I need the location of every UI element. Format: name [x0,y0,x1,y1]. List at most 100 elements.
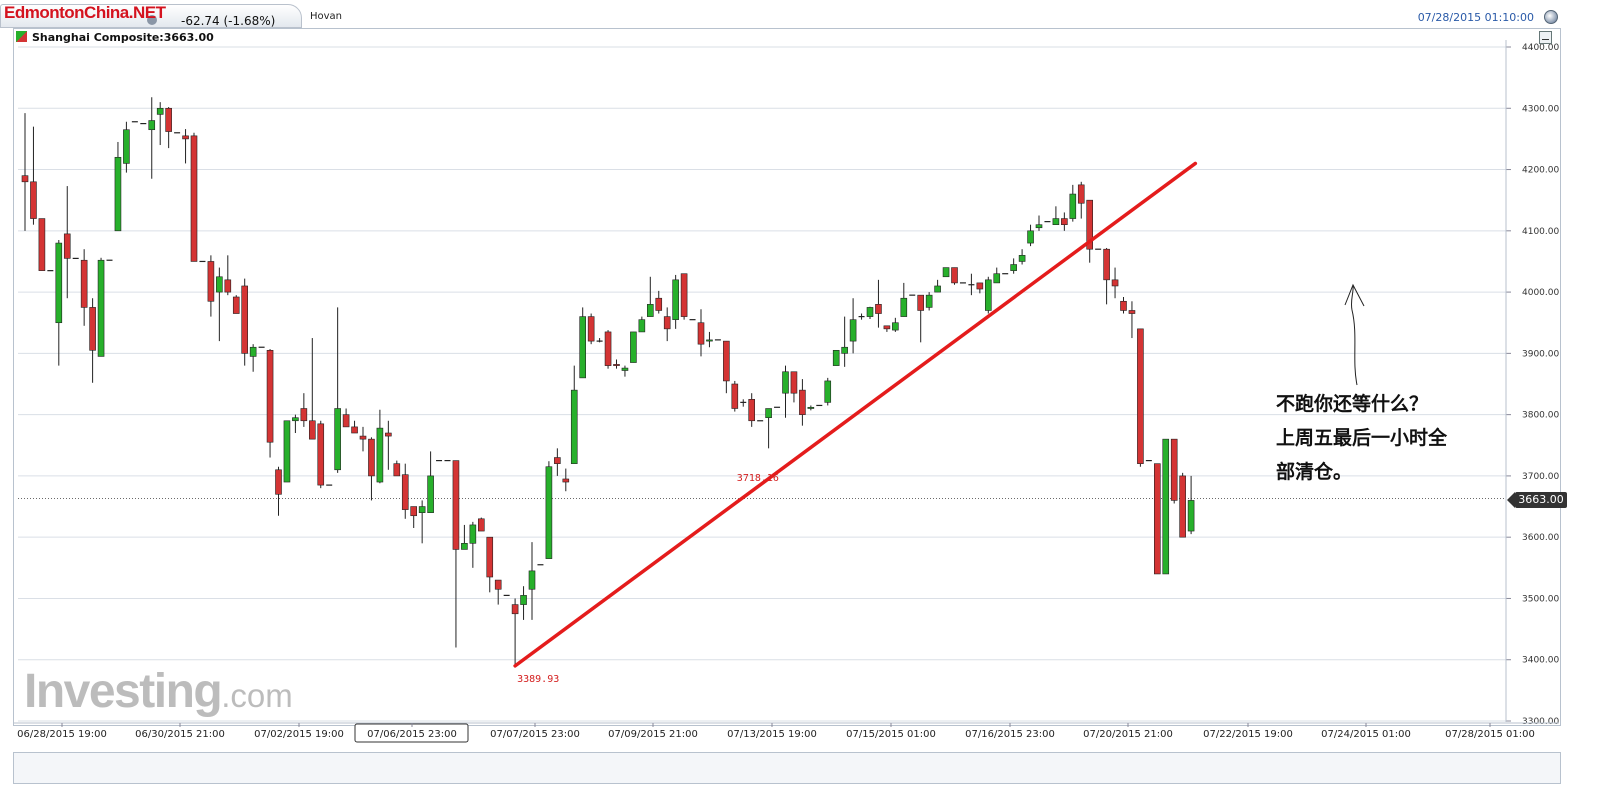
y-tick-label: 4000.00 [1522,288,1559,298]
logo-suffix: .com [221,677,293,714]
y-tick-label: 3900.00 [1522,349,1559,359]
candle-body [824,380,832,403]
candle-body [418,506,426,513]
candle-body [528,570,536,590]
candle-body [672,279,679,320]
candle-body [334,408,341,471]
candle-body [934,285,941,293]
candle-body [55,242,63,324]
server-datetime: 07/28/2015 01:10:00 [1417,11,1534,24]
minimize-icon[interactable] [1539,31,1552,44]
candle-body [308,420,316,440]
candle-body [782,371,789,394]
candle-body [942,267,950,278]
top-bar: -62.74 (-1.68%) EdmontonChina.NET Hovan … [0,0,1600,30]
x-tick-label: 07/24/2015 01:00 [1321,729,1411,740]
candle-body [1069,193,1077,219]
candle-body [401,474,409,510]
candle-body [182,135,189,140]
candle-body [80,259,88,308]
current-price-badge: 3663.00 [1507,492,1567,508]
price-annotation: 3389.93 [517,674,559,685]
y-tick-label: 3500.00 [1522,594,1559,604]
candle-body [1179,475,1186,538]
candle-body [1052,218,1060,225]
candle-body [89,307,96,351]
x-tick-label: 07/06/2015 23:00 [367,729,457,740]
candle-body [1111,279,1119,287]
chart-legend: Shanghai Composite:3663.00 [16,31,214,44]
instrument-tab[interactable]: -62.74 (-1.68%) [0,4,302,28]
candle-body [1061,218,1068,225]
x-tick-label: 07/13/2015 19:00 [727,729,817,740]
candle-body [21,175,29,183]
candle-body [731,383,739,409]
note-line: 不跑你还等什么？ [1276,393,1429,415]
candle-body [427,475,434,513]
candle-body [351,426,358,434]
candle-body [1120,300,1127,311]
candle-body [765,408,772,419]
arrow-head [1344,283,1365,307]
candlestick-icon [16,31,27,42]
candle-body [706,339,713,342]
candle-body [646,304,654,317]
connection-status-icon[interactable] [1544,10,1558,24]
candle-body [292,417,299,422]
y-tick-label: 3700.00 [1522,472,1559,482]
price-annotation: 3718.16 [737,473,779,484]
candle-body [866,307,874,317]
candle-body [224,279,232,293]
candle-body [1086,199,1093,250]
y-tick-label: 3300.00 [1522,717,1559,727]
x-tick-label: 07/09/2015 21:00 [608,729,698,740]
x-tick-label: 06/28/2015 19:00 [17,729,107,740]
candle-body [114,156,122,232]
x-tick-label: 07/15/2015 01:00 [846,729,936,740]
legend-label: Shanghai Composite:3663.00 [32,31,214,44]
candle-body [207,261,215,302]
candle-body [799,389,806,415]
candle-body [917,294,925,311]
y-tick-label: 4300.00 [1522,104,1559,114]
candle-body [790,371,798,394]
range-navigator[interactable] [13,752,1561,784]
tab-close-icon[interactable] [147,15,157,25]
candle-body [123,129,130,164]
x-tick-label: 07/28/2015 01:00 [1445,729,1535,740]
x-tick-label: 06/30/2015 21:00 [135,729,225,740]
candle-body [393,463,401,477]
candle-body [1187,500,1195,532]
x-tick-label: 07/22/2015 19:00 [1203,729,1293,740]
candle-body [976,282,984,290]
candle-body [520,595,527,605]
candle-body [156,107,164,115]
candle-body [275,469,282,495]
y-tick-label: 3400.00 [1522,656,1559,666]
candle-body [841,346,848,354]
candle-body [359,435,367,440]
note-line: 部清仓。 [1276,461,1353,483]
candle-body [317,423,325,486]
x-tick-label: 07/16/2015 23:00 [965,729,1055,740]
candle-body [697,322,705,345]
y-tick-label: 4100.00 [1522,227,1559,237]
candle-body [562,478,570,483]
candle-body [249,346,257,357]
candle-body [554,457,561,464]
chart-annotation-note: 不跑你还等什么？ 上周五最后一小时全 部清仓。 [1276,387,1447,489]
candle-body [148,120,156,131]
candle-body [1018,255,1026,262]
candle-body [1027,230,1034,244]
candle-body [875,304,882,314]
candle-body [300,408,308,422]
candle-body [511,604,519,615]
tab-change-value: -62.74 (-1.68%) [181,14,276,28]
candle-body [570,389,578,464]
candle-body [849,319,857,342]
candle-body [376,427,384,483]
candle-body [283,420,291,483]
candle-body [613,364,620,366]
candle-body [38,218,46,271]
site-watermark: EdmontonChina.NET [4,3,166,22]
